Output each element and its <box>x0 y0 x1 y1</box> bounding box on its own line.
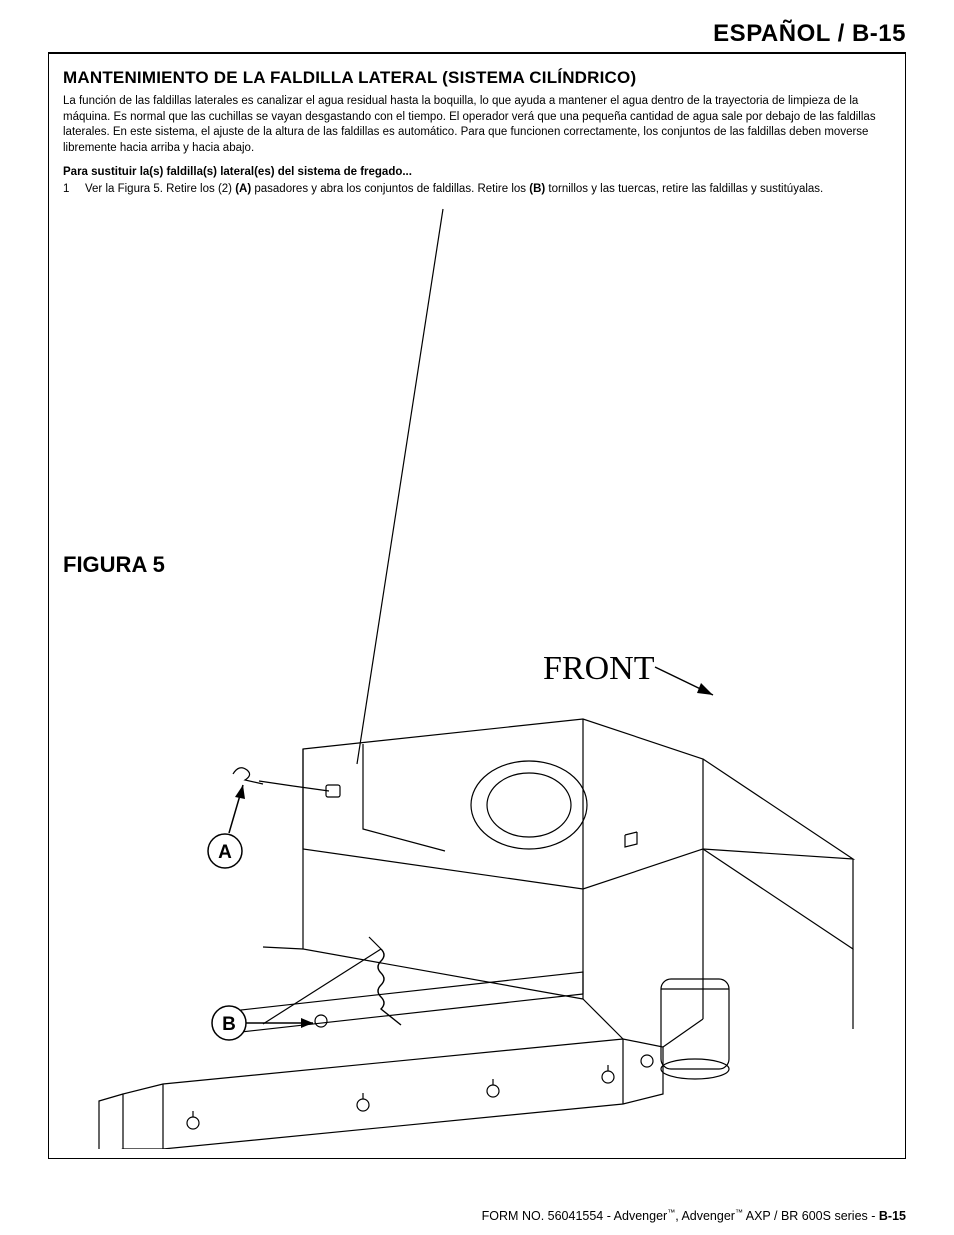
intro-paragraph: La función de las faldillas laterales es… <box>63 94 891 156</box>
roller-bumper <box>661 979 729 1079</box>
footer-mid1: , Advenger <box>675 1209 735 1223</box>
skirt-assembly <box>99 1039 663 1149</box>
callout-b-label: B <box>222 1014 236 1035</box>
footer-tm1: ™ <box>667 1208 675 1217</box>
callout-a-label: A <box>218 842 232 863</box>
leader-line-top <box>357 209 443 764</box>
front-label: FRONT <box>543 650 655 687</box>
page: ESPAÑOL / B-15 MANTENIMIENTO DE LA FALDI… <box>0 0 954 1235</box>
page-footer: FORM NO. 56041554 - Advenger™, Advenger™… <box>482 1208 906 1223</box>
footer-tm2: ™ <box>735 1208 743 1217</box>
subsection-title: Para sustituir la(s) faldilla(s) lateral… <box>63 166 891 178</box>
footer-page-ref: B-15 <box>879 1209 906 1223</box>
section-title: MANTENIMIENTO DE LA FALDILLA LATERAL (SI… <box>63 68 891 88</box>
figure-5-diagram: FRONT <box>63 189 883 1149</box>
page-header: ESPAÑOL / B-15 <box>48 20 906 54</box>
callout-b: B <box>212 1006 313 1040</box>
cotter-pin-icon <box>233 768 293 786</box>
footer-mid2: AXP / BR 600S series - <box>743 1209 879 1223</box>
swing-arm <box>223 937 583 1034</box>
footer-pre: FORM NO. 56041554 - Advenger <box>482 1209 668 1223</box>
content-frame: MANTENIMIENTO DE LA FALDILLA LATERAL (SI… <box>48 54 906 1159</box>
callout-a: A <box>208 785 245 868</box>
machine-body <box>99 719 853 1149</box>
front-arrow-head <box>697 683 713 695</box>
